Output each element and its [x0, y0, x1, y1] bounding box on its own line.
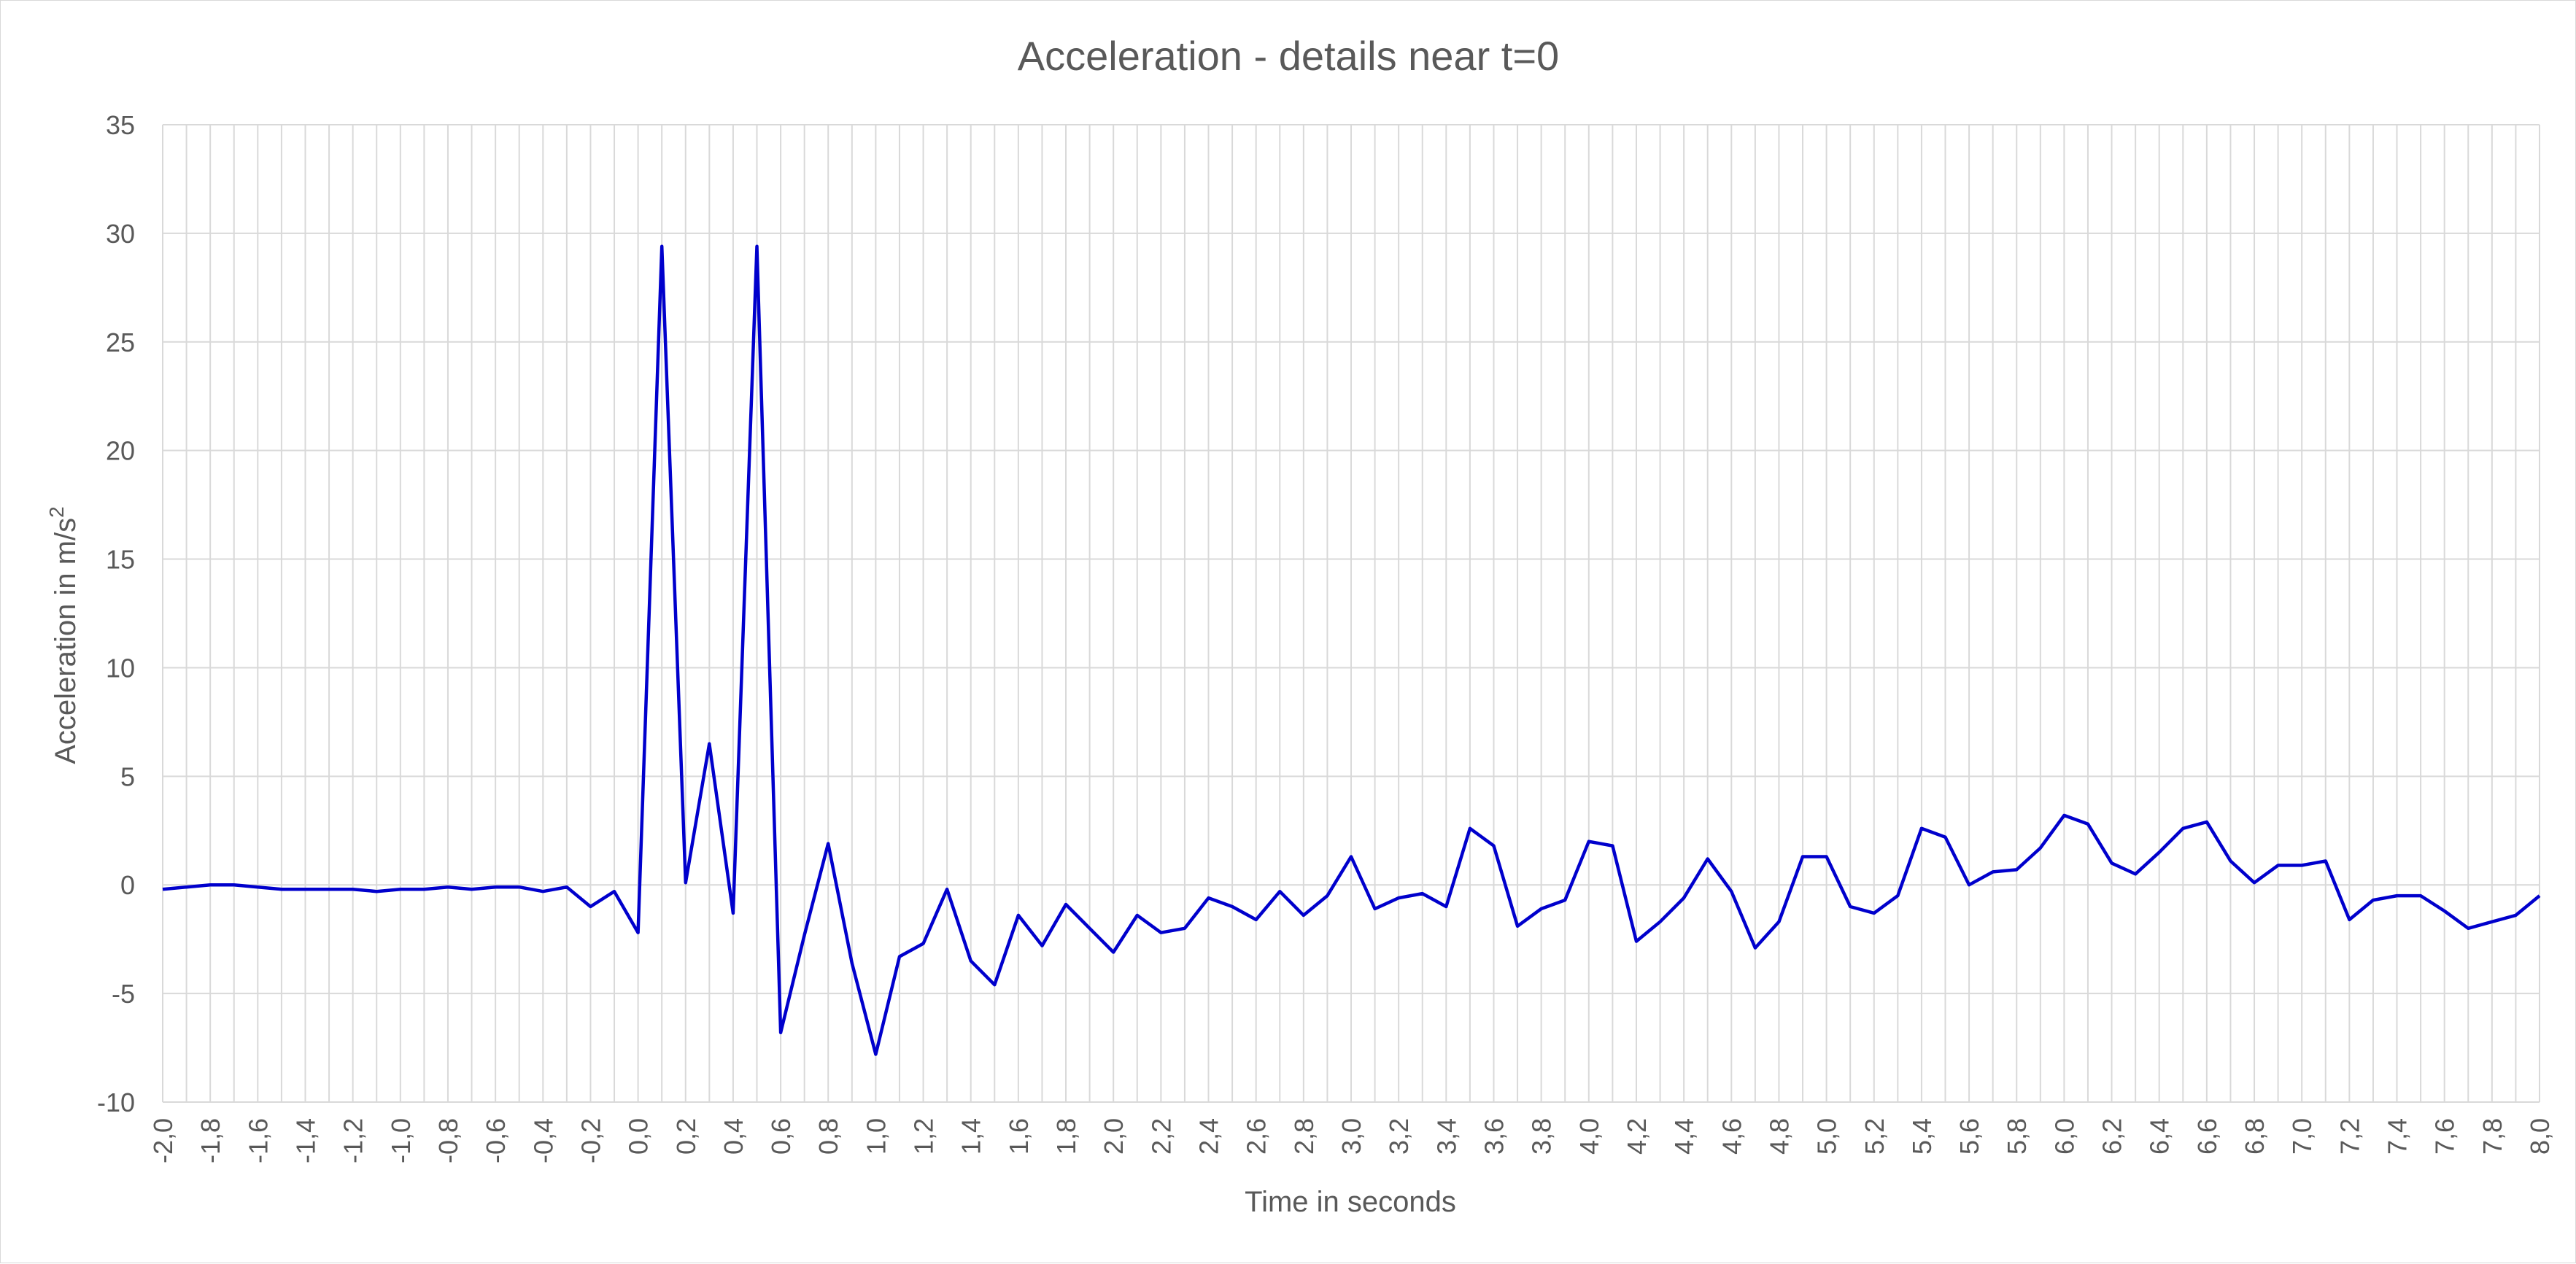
x-tick-label: 7,8: [2478, 1118, 2507, 1155]
y-tick-label: 10: [106, 653, 135, 683]
x-axis-ticks: -2,0 -1,8 -1,6 -1,4 -1,2 -1,0 -0,8 -0,6 -0,4 -0,2…: [148, 1118, 2555, 1163]
x-tick-label: 2,4: [1194, 1118, 1224, 1155]
x-tick-label: 5,4: [1907, 1118, 1937, 1155]
x-tick-label: 6,6: [2192, 1118, 2222, 1155]
x-tick-label: -2,0: [148, 1118, 178, 1163]
y-tick-label: 15: [106, 545, 135, 575]
y-tick-label: 30: [106, 219, 135, 249]
y-axis-title-superscript: 2: [45, 506, 68, 518]
x-tick-label: 0,0: [624, 1118, 654, 1155]
x-tick-label: 0,4: [719, 1118, 749, 1155]
x-tick-label: 0,8: [813, 1118, 843, 1155]
x-tick-label: 3,2: [1384, 1118, 1414, 1155]
x-tick-label: 7,4: [2383, 1118, 2413, 1155]
x-tick-label: 2,6: [1242, 1118, 1272, 1155]
y-axis-ticks: -10 -5 0 5 10 15 20 25 30 35: [97, 110, 135, 1117]
x-tick-label: -1,2: [339, 1118, 368, 1163]
y-tick-label: 0: [120, 870, 135, 900]
x-tick-label: 5,6: [1954, 1118, 1984, 1155]
x-tick-label: 6,8: [2240, 1118, 2270, 1155]
y-axis-title-text: Acceleration in m/s: [50, 518, 82, 764]
series-line: [162, 244, 2541, 1056]
x-tick-label: 7,6: [2430, 1118, 2460, 1155]
y-tick-label: 35: [106, 110, 135, 140]
x-tick-label: 5,2: [1860, 1118, 1890, 1155]
x-tick-label: -0,2: [576, 1118, 606, 1163]
x-tick-label: -1,6: [243, 1118, 273, 1163]
x-tick-label: 3,0: [1337, 1118, 1366, 1155]
x-tick-label: 2,8: [1289, 1118, 1319, 1155]
x-tick-label: 4,4: [1669, 1118, 1699, 1155]
x-tick-label: 0,6: [766, 1118, 796, 1155]
x-tick-label: 4,6: [1717, 1118, 1747, 1155]
x-axis-title: Time in seconds: [1245, 1186, 1456, 1218]
x-tick-label: 6,4: [2145, 1118, 2175, 1155]
y-axis-title: Acceleration in m/s2: [45, 506, 82, 764]
x-tick-label: 1,8: [1051, 1118, 1081, 1155]
x-tick-label: -1,8: [196, 1118, 225, 1163]
x-tick-label: 2,2: [1146, 1118, 1176, 1155]
x-tick-label: 7,2: [2335, 1118, 2364, 1155]
x-tick-label: 6,0: [2049, 1118, 2079, 1155]
x-tick-label: -0,4: [528, 1118, 558, 1163]
x-tick-label: -1,0: [386, 1118, 416, 1163]
chart-title: Acceleration - details near t=0: [1018, 33, 1559, 79]
x-tick-label: 6,2: [2097, 1118, 2127, 1155]
x-tick-label: 0,2: [671, 1118, 701, 1155]
x-tick-label: 4,8: [1764, 1118, 1794, 1155]
x-tick-label: 7,0: [2287, 1118, 2317, 1155]
x-tick-label: 5,0: [1812, 1118, 1842, 1155]
x-tick-label: 1,0: [861, 1118, 891, 1155]
x-tick-label: -0,8: [433, 1118, 463, 1163]
x-tick-label: 5,8: [2002, 1118, 2032, 1155]
y-tick-label: -5: [112, 979, 135, 1009]
y-tick-label: 20: [106, 436, 135, 466]
y-tick-label: 25: [106, 327, 135, 357]
x-tick-label: 3,6: [1479, 1118, 1509, 1155]
x-tick-label: 1,4: [956, 1118, 986, 1155]
x-tick-label: 8,0: [2525, 1118, 2555, 1155]
series-layer: [162, 244, 2541, 1056]
x-tick-label: 3,8: [1527, 1118, 1557, 1155]
x-tick-label: -0,6: [481, 1118, 511, 1163]
y-tick-label: -10: [97, 1087, 135, 1117]
gridlines: [162, 124, 2540, 1103]
y-tick-label: 5: [120, 761, 135, 791]
x-tick-label: 4,0: [1574, 1118, 1604, 1155]
x-tick-label: 1,6: [1004, 1118, 1034, 1155]
x-tick-label: -1,4: [290, 1118, 320, 1163]
x-tick-label: 2,0: [1099, 1118, 1129, 1155]
x-tick-label: 3,4: [1431, 1118, 1461, 1155]
x-tick-label: 4,2: [1622, 1118, 1652, 1155]
x-tick-label: 1,2: [909, 1118, 939, 1155]
